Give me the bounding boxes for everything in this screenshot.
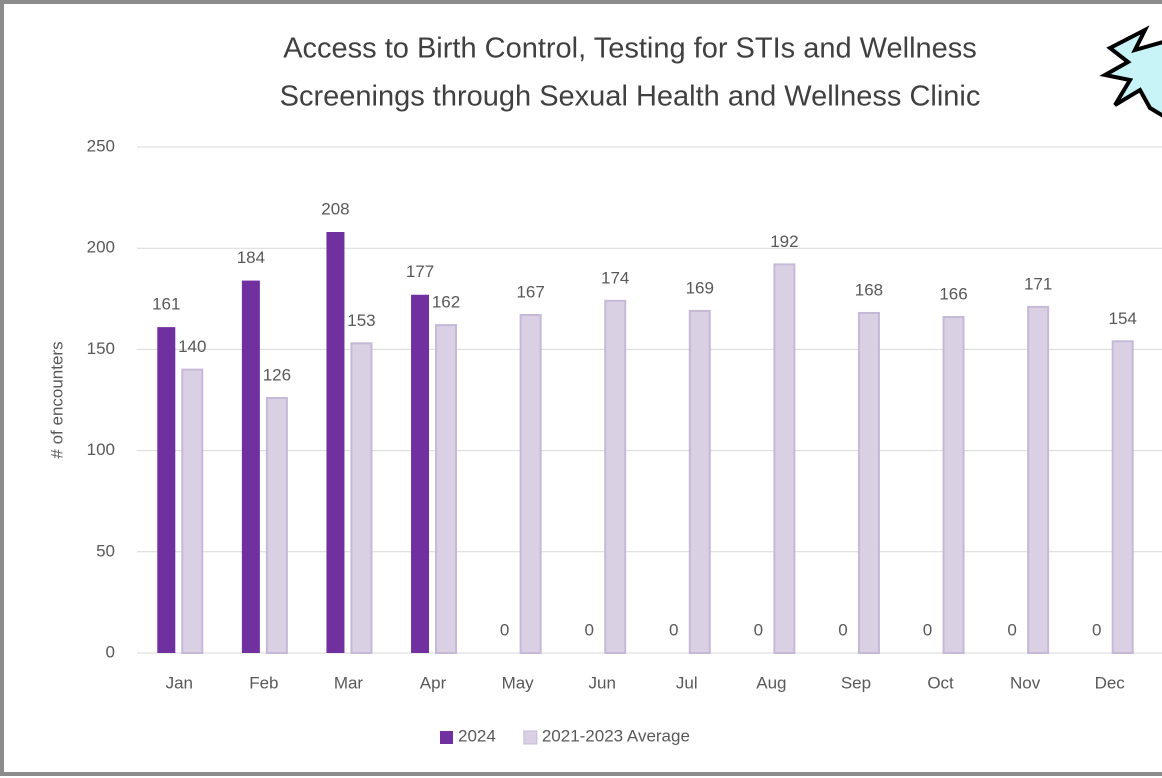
y-tick-label: 150 [87,339,115,358]
data-label: 167 [516,282,544,301]
data-label: 166 [939,285,967,304]
x-tick-label: Jun [588,673,615,692]
legend-label: 2021-2023 Average [542,726,690,745]
bar [521,315,541,653]
bar [690,311,710,653]
data-label: 0 [500,620,509,639]
bar [1113,341,1133,653]
data-label: 140 [178,337,206,356]
chart-title: Access to Birth Control, Testing for STI… [283,33,977,65]
y-tick-label: 200 [87,238,115,257]
data-label: 192 [770,232,798,251]
chart-title: Screenings through Sexual Health and Wel… [280,81,981,113]
x-tick-label: Feb [249,673,278,692]
x-tick-label: May [502,673,535,692]
data-label: 0 [584,620,593,639]
y-tick-label: 0 [106,642,115,661]
data-label: 0 [669,620,678,639]
x-tick-label: Mar [334,673,364,692]
data-label: 184 [237,248,265,267]
data-label: 177 [406,262,434,281]
bar [326,232,344,653]
x-tick-label: Oct [927,673,954,692]
legend-swatch [524,731,537,744]
data-label: 0 [754,620,763,639]
bar [267,398,287,653]
data-label: 153 [347,311,375,330]
chart: Access to Birth Control, Testing for STI… [0,0,1162,778]
x-tick-label: Nov [1010,673,1041,692]
bar [605,301,625,653]
bar [1028,307,1048,653]
x-tick-label: Dec [1095,673,1126,692]
data-label: 126 [263,365,291,384]
x-tick-label: Sep [841,673,871,692]
frame [2,2,1162,774]
bar [351,343,371,653]
bar [411,295,429,653]
bar [182,370,202,653]
x-tick-label: Apr [420,673,447,692]
bar [436,325,456,653]
x-tick-label: Jul [676,673,698,692]
bar [774,264,794,653]
data-label: 174 [601,268,629,287]
legend-label: 2024 [458,726,496,745]
data-label: 168 [855,280,883,299]
legend-swatch [440,731,453,744]
y-tick-label: 100 [87,440,115,459]
data-label: 161 [152,295,180,314]
data-label: 0 [1007,620,1016,639]
y-tick-label: 250 [87,136,115,155]
data-label: 0 [923,620,932,639]
data-label: 0 [1092,620,1101,639]
data-label: 154 [1109,309,1137,328]
y-axis-label: # of encounters [47,341,66,458]
data-label: 171 [1024,274,1052,293]
x-tick-label: Jan [166,673,193,692]
x-tick-label: Aug [756,673,786,692]
bar [157,327,175,653]
data-label: 169 [686,278,714,297]
bar [859,313,879,653]
data-label: 0 [838,620,847,639]
data-label: 208 [321,199,349,218]
bar [242,281,260,653]
bar [944,317,964,653]
data-label: 162 [432,293,460,312]
y-tick-label: 50 [96,541,115,560]
